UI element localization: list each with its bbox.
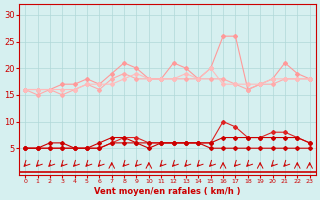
X-axis label: Vent moyen/en rafales ( km/h ): Vent moyen/en rafales ( km/h ) xyxy=(94,187,241,196)
